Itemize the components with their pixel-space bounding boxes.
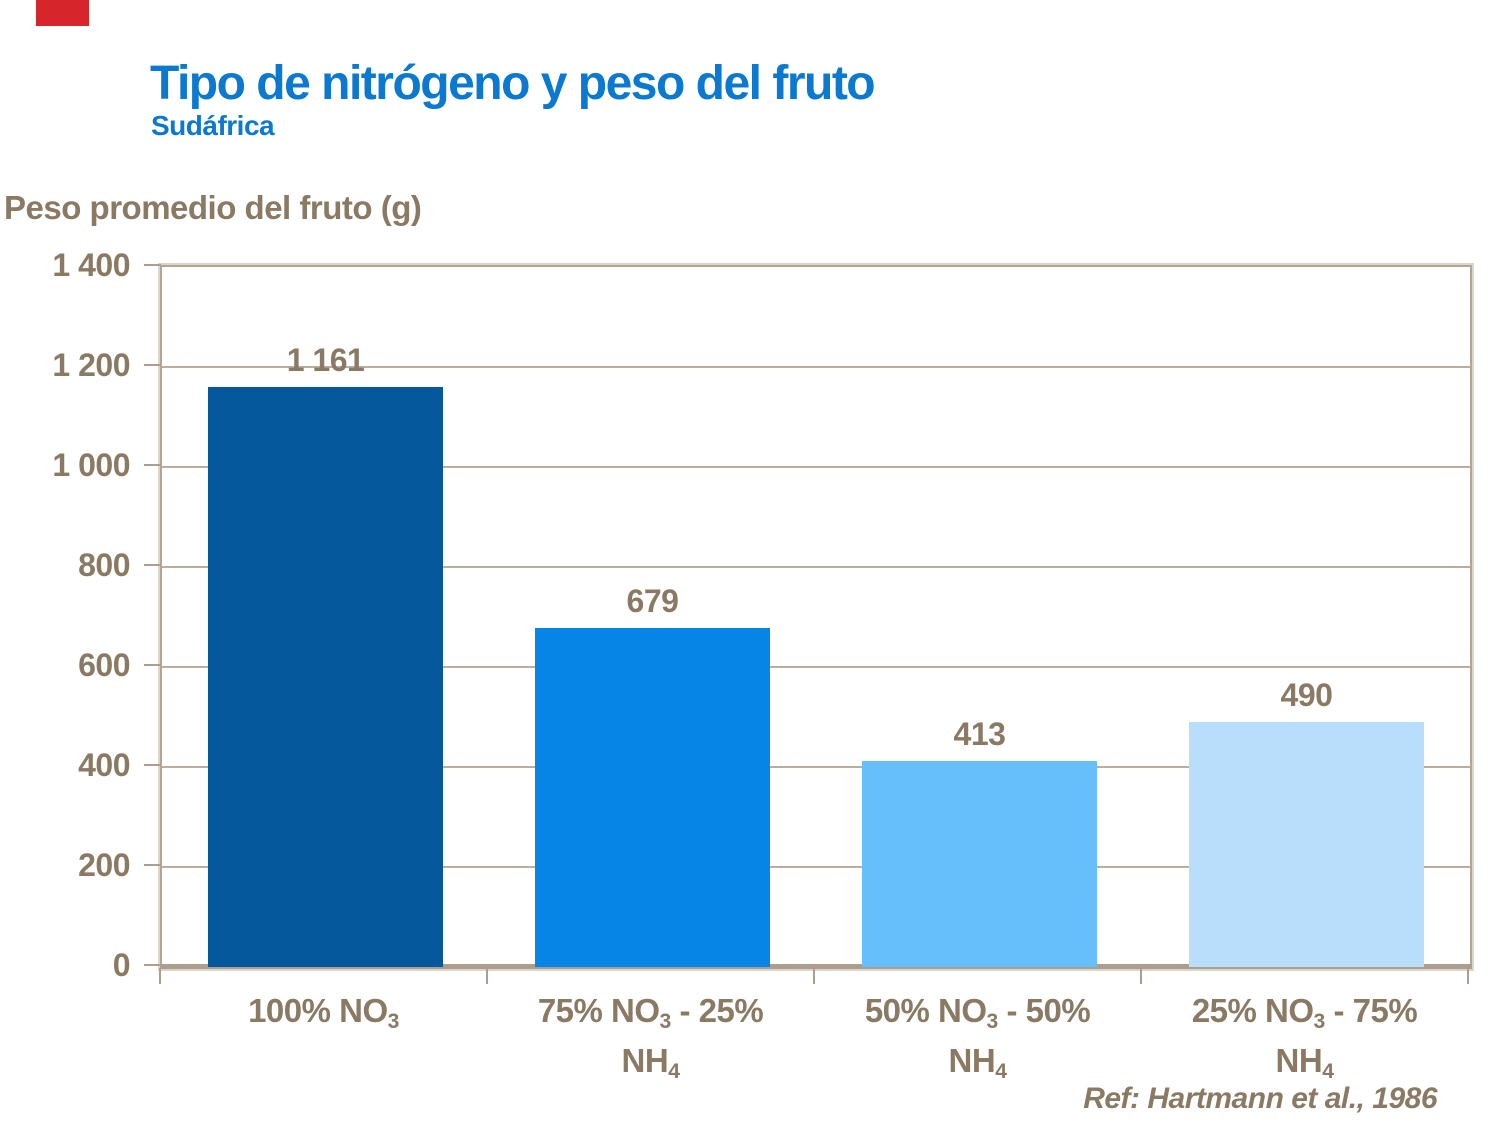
y-tick-label: 800: [78, 547, 130, 583]
y-axis-tick: [144, 364, 161, 366]
category-label: 100% NO3: [160, 991, 487, 1041]
category-label-line: 75% NO3 - 25%: [537, 992, 764, 1033]
y-tick-label: 400: [78, 747, 130, 783]
bar-value-label: 490: [1280, 677, 1333, 713]
y-axis-tick: [144, 864, 161, 866]
y-tick-label: 1 400: [52, 247, 130, 283]
gridline: [162, 766, 1470, 768]
y-axis-tick: [144, 564, 161, 566]
y-axis-title: Peso promedio del fruto (g): [4, 189, 422, 226]
bar: [1189, 722, 1424, 967]
y-tick-label: 1 200: [52, 347, 130, 383]
category-label: 75% NO3 - 25% NH4: [487, 991, 814, 1091]
category-label-line: NH4: [621, 1041, 680, 1083]
y-axis-tick: [144, 764, 161, 766]
gridline: [162, 466, 1470, 468]
bar: [208, 386, 443, 967]
plot-area: 1 161 679 413 490: [160, 265, 1472, 969]
gridline: [162, 366, 1470, 368]
y-axis-tick: [144, 964, 161, 966]
y-axis-tick: [144, 464, 161, 466]
x-axis-line: [160, 964, 1472, 969]
y-tick-label: 200: [78, 847, 130, 883]
category-label-line: NH4: [1275, 1041, 1334, 1083]
bar-value-label: 413: [953, 715, 1006, 752]
x-axis-tick: [813, 968, 815, 984]
gridline: [162, 566, 1470, 568]
bar: [862, 760, 1097, 967]
y-axis-tick: [144, 664, 161, 666]
category-label-line: 25% NO3 - 75%: [1191, 992, 1418, 1033]
y-axis-tick: [144, 264, 161, 266]
bar-value-label: 679: [626, 582, 679, 619]
category-label-line: 50% NO3 - 50%: [864, 992, 1091, 1033]
category-label: 50% NO3 - 50% NH4: [814, 991, 1141, 1091]
x-axis-tick: [1140, 968, 1142, 984]
bar: [535, 627, 770, 967]
reference-text: Ref: Hartmann et al., 1986: [1083, 1082, 1437, 1115]
x-axis-tick: [1467, 968, 1469, 984]
category-label-line: 100% NO3: [248, 992, 399, 1033]
x-axis-tick: [486, 968, 488, 984]
bar-value-label: 1 161: [286, 341, 365, 378]
category-label: 25% NO3 - 75% NH4: [1141, 991, 1468, 1091]
red-accent-bar: [36, 0, 89, 26]
x-axis-tick: [159, 968, 161, 984]
y-tick-label: 600: [78, 647, 130, 683]
chart-title: Tipo de nitrógeno y peso del fruto: [150, 57, 876, 110]
y-tick-label: 1 000: [52, 447, 130, 483]
gridline: [162, 866, 1470, 868]
y-tick-label: 0: [112, 947, 131, 983]
category-label-line: NH4: [948, 1041, 1007, 1083]
bar-chart: 1 161 679 413 490 0 200 400 600 800 1 000 1 200 1 …: [0, 249, 1500, 1105]
gridline: [162, 666, 1470, 668]
chart-subtitle: Sudáfrica: [151, 110, 275, 141]
